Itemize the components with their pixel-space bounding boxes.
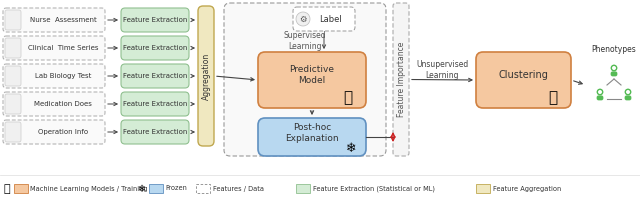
FancyBboxPatch shape — [198, 6, 214, 146]
Text: Aggregation: Aggregation — [202, 52, 211, 100]
Text: ❄️: ❄️ — [346, 142, 356, 154]
Circle shape — [625, 89, 632, 95]
Text: 🔥: 🔥 — [3, 184, 10, 194]
Text: Unsupervised
Learning: Unsupervised Learning — [417, 60, 468, 80]
Text: Medication Does: Medication Does — [34, 101, 92, 107]
FancyBboxPatch shape — [5, 10, 21, 30]
Text: Lab Biology Test: Lab Biology Test — [35, 73, 91, 79]
Circle shape — [626, 90, 630, 94]
FancyBboxPatch shape — [5, 94, 21, 114]
FancyBboxPatch shape — [3, 64, 105, 88]
FancyBboxPatch shape — [121, 64, 189, 88]
Bar — [296, 184, 310, 193]
Bar — [149, 184, 163, 193]
FancyBboxPatch shape — [625, 95, 632, 100]
Circle shape — [611, 65, 618, 71]
Text: 🔥: 🔥 — [344, 91, 353, 106]
Circle shape — [596, 89, 604, 95]
Text: Feature Extraction: Feature Extraction — [123, 17, 187, 23]
FancyBboxPatch shape — [293, 7, 355, 31]
Bar — [476, 184, 490, 193]
Text: Feature Importance: Feature Importance — [397, 42, 406, 117]
FancyBboxPatch shape — [3, 36, 105, 60]
Text: Feature Extraction: Feature Extraction — [123, 45, 187, 51]
FancyBboxPatch shape — [476, 52, 571, 108]
FancyBboxPatch shape — [3, 8, 105, 32]
Circle shape — [612, 66, 616, 70]
Text: Machine Learning Models / Training: Machine Learning Models / Training — [30, 185, 148, 192]
FancyBboxPatch shape — [5, 38, 21, 58]
FancyBboxPatch shape — [258, 118, 366, 156]
Circle shape — [598, 90, 602, 94]
Text: Post-hoc
Explanation: Post-hoc Explanation — [285, 123, 339, 143]
FancyBboxPatch shape — [3, 92, 105, 116]
Text: Clustering: Clustering — [499, 70, 548, 80]
FancyBboxPatch shape — [393, 3, 409, 156]
FancyBboxPatch shape — [224, 3, 386, 156]
Text: ❄️: ❄️ — [138, 184, 146, 194]
FancyBboxPatch shape — [611, 71, 618, 76]
Text: Phenotypes: Phenotypes — [591, 46, 636, 54]
Text: Feature Aggregation: Feature Aggregation — [493, 185, 561, 192]
Text: ⚙: ⚙ — [300, 15, 307, 23]
Text: Features / Data: Features / Data — [213, 185, 264, 192]
Text: Predictive
Model: Predictive Model — [289, 65, 335, 85]
Text: Supervised
Learning: Supervised Learning — [284, 31, 326, 51]
FancyBboxPatch shape — [5, 66, 21, 86]
Text: Clinical  Time Series: Clinical Time Series — [28, 45, 99, 51]
Text: Nurse  Assessment: Nurse Assessment — [29, 17, 97, 23]
Text: 🔥: 🔥 — [548, 91, 557, 106]
FancyBboxPatch shape — [5, 122, 21, 142]
Text: Operation Info: Operation Info — [38, 129, 88, 135]
Circle shape — [296, 12, 310, 26]
FancyBboxPatch shape — [121, 36, 189, 60]
FancyBboxPatch shape — [258, 52, 366, 108]
Text: Feature Extraction (Statistical or ML): Feature Extraction (Statistical or ML) — [313, 185, 435, 192]
Text: Label: Label — [319, 15, 342, 23]
Bar — [196, 184, 210, 193]
FancyBboxPatch shape — [596, 95, 604, 100]
FancyBboxPatch shape — [121, 92, 189, 116]
Text: Feature Extraction: Feature Extraction — [123, 73, 187, 79]
Bar — [14, 184, 28, 193]
Text: Frozen: Frozen — [165, 185, 187, 192]
FancyBboxPatch shape — [121, 8, 189, 32]
FancyBboxPatch shape — [121, 120, 189, 144]
FancyBboxPatch shape — [3, 120, 105, 144]
Text: Feature Extraction: Feature Extraction — [123, 101, 187, 107]
Text: Feature Extraction: Feature Extraction — [123, 129, 187, 135]
